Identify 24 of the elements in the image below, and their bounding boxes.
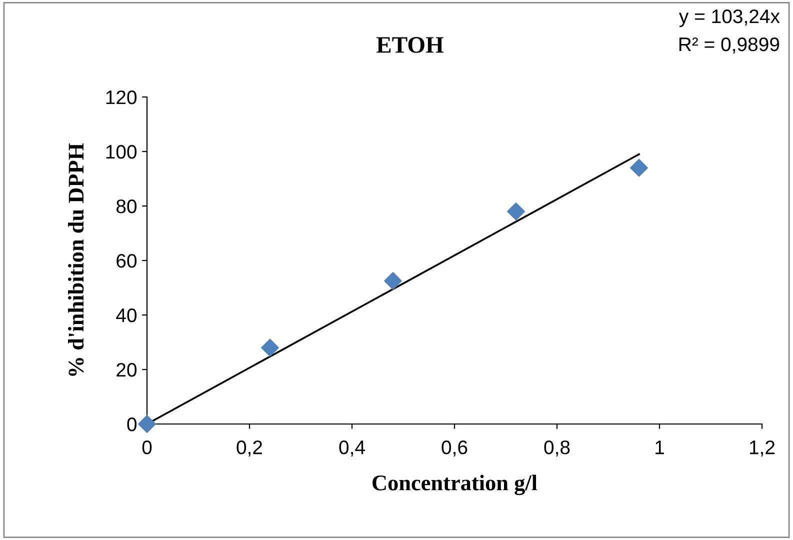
x-tick-label: 0,4 xyxy=(339,440,365,457)
y-tick-label: 20 xyxy=(116,362,137,377)
y-tick-label: 100 xyxy=(106,144,137,159)
chart-title: ETOH xyxy=(376,37,444,53)
y-tick-label: 40 xyxy=(116,308,137,322)
point xyxy=(384,272,402,290)
x-tick-label: 1,2 xyxy=(750,440,775,457)
x-tick-label: 1 xyxy=(656,440,664,454)
y-tick-label: 120 xyxy=(106,90,137,104)
y-tick-label: 60 xyxy=(116,254,137,268)
x-tick-label: 0,8 xyxy=(544,440,570,457)
x-axis-title: Concentration g/l xyxy=(372,474,538,496)
x-tick-label: 0,6 xyxy=(442,440,468,457)
text: y = 103,24x xyxy=(678,9,780,28)
point xyxy=(630,158,648,177)
x-tick-label: 0 xyxy=(142,440,152,454)
point xyxy=(261,338,279,357)
y-tick-label: 0 xyxy=(127,417,137,432)
point xyxy=(507,202,525,220)
point xyxy=(138,415,156,433)
x-tick-label: 0,2 xyxy=(236,440,262,457)
y-axis-title: % d'inhibition du DPPH xyxy=(68,143,84,376)
y-tick-label: 80 xyxy=(116,199,137,214)
text: R² = 0,9899 xyxy=(679,37,780,54)
